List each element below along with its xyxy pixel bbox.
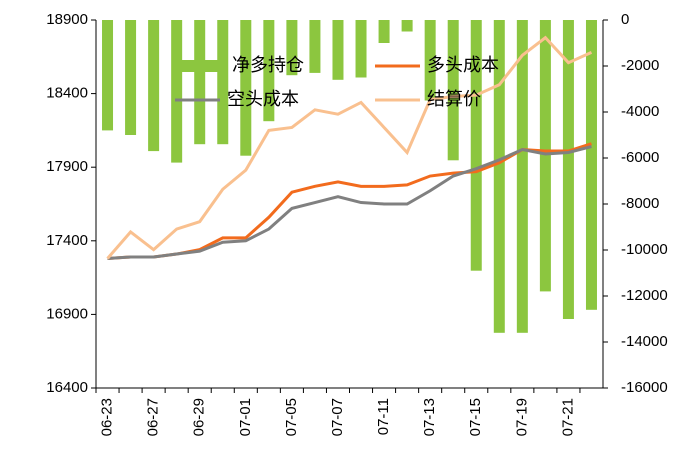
x-tick-label: 07-01: [237, 398, 254, 436]
y-tick-label: 16900: [46, 305, 88, 322]
y-tick-label: 17400: [46, 232, 88, 249]
y-tick-label: 16400: [46, 379, 88, 396]
y2-tick-label: -4000: [621, 103, 659, 120]
y2-tick-label: -16000: [621, 379, 668, 396]
bar: [125, 20, 137, 135]
bar: [286, 20, 298, 76]
y2-tick-label: -10000: [621, 241, 668, 258]
y-tick-label: 18400: [46, 85, 88, 102]
x-tick-label: 07-21: [559, 398, 576, 436]
x-tick-label: 07-11: [375, 398, 392, 435]
bar: [240, 20, 252, 156]
bar: [401, 20, 413, 32]
legend-swatch: [180, 60, 225, 72]
y-tick-label: 18900: [46, 11, 88, 28]
legend-label: 结算价: [427, 89, 481, 109]
x-tick-label: 07-05: [283, 398, 300, 436]
legend-label: 多头成本: [427, 55, 499, 75]
y2-tick-label: -2000: [621, 57, 659, 74]
legend-label: 空头成本: [227, 89, 299, 109]
bar: [447, 20, 459, 161]
x-tick-label: 06-27: [145, 398, 162, 436]
bar: [355, 20, 367, 78]
x-tick-label: 06-23: [98, 398, 115, 436]
bar: [309, 20, 321, 73]
x-tick-label: 06-29: [191, 398, 208, 436]
legend-label: 净多持仓: [232, 55, 304, 75]
bar: [217, 20, 229, 145]
y2-tick-label: -8000: [621, 195, 659, 212]
bar: [539, 20, 551, 292]
bar: [516, 20, 528, 333]
bar: [148, 20, 160, 152]
x-tick-label: 07-15: [467, 398, 484, 436]
bar: [585, 20, 597, 310]
bar: [562, 20, 574, 319]
x-tick-label: 07-19: [513, 398, 530, 436]
y2-tick-label: 0: [621, 11, 629, 28]
line: [106, 35, 593, 260]
y2-tick-label: -6000: [621, 149, 659, 166]
bar: [424, 20, 436, 101]
bar: [470, 20, 482, 271]
bar: [171, 20, 183, 163]
bar: [378, 20, 390, 43]
line: [107, 145, 592, 260]
bar: [493, 20, 505, 333]
bar: [194, 20, 206, 145]
bar: [102, 20, 114, 131]
y2-tick-label: -14000: [621, 333, 668, 350]
y2-tick-label: -12000: [621, 287, 668, 304]
bar: [332, 20, 344, 80]
bar: [263, 20, 275, 122]
x-tick-label: 07-13: [421, 398, 438, 436]
x-tick-label: 07-07: [329, 398, 346, 436]
y-tick-label: 17900: [46, 158, 88, 175]
